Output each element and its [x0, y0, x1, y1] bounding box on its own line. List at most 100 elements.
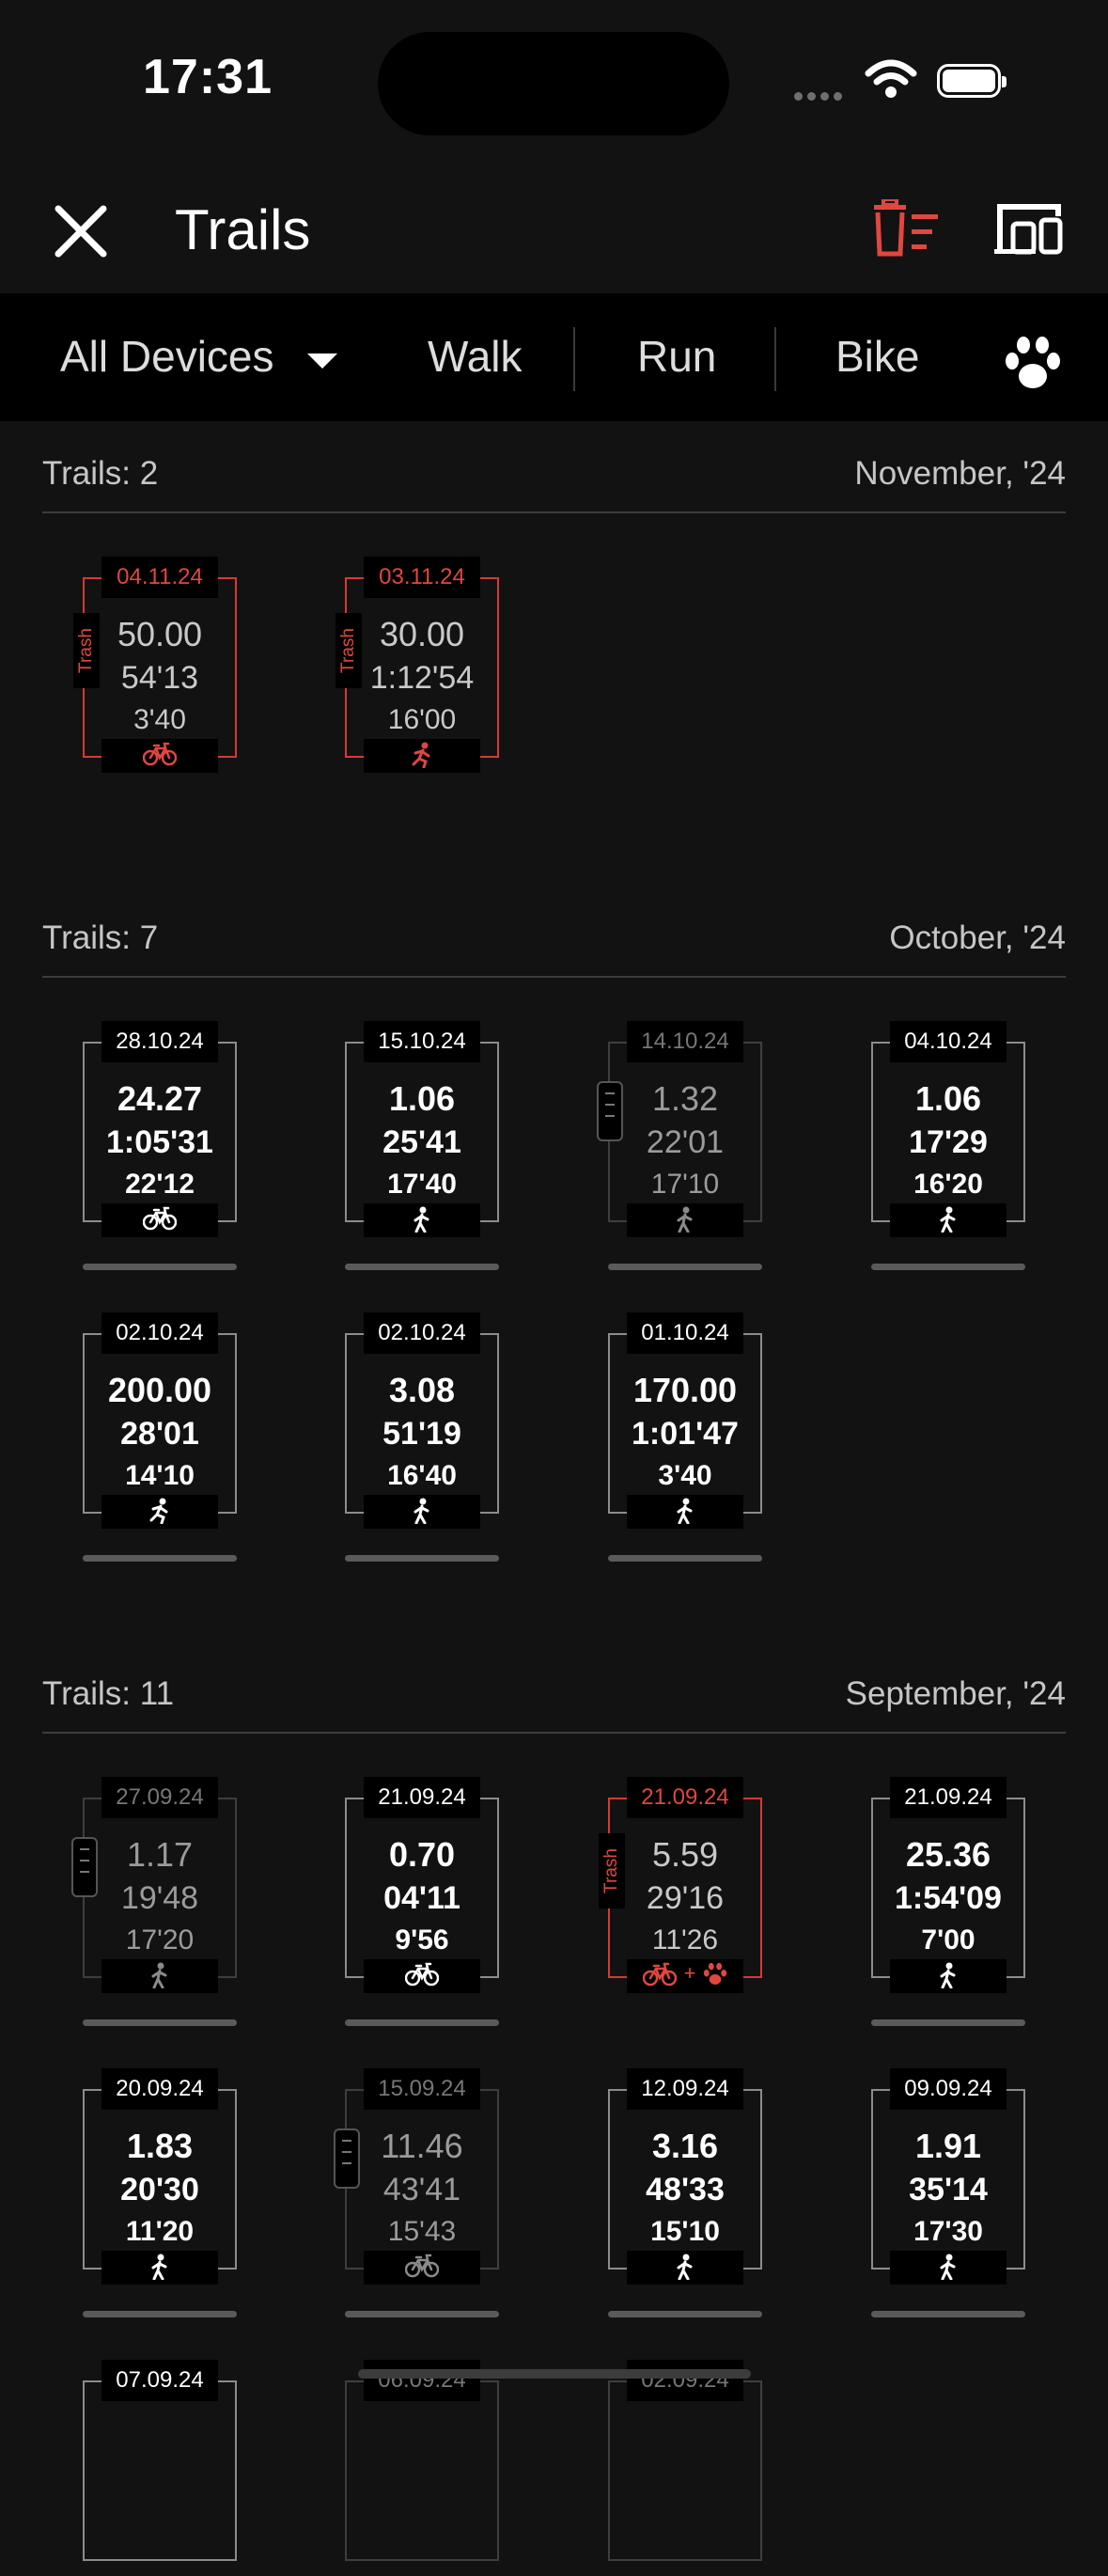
- trail-card[interactable]: 06.09.24: [345, 2360, 499, 2576]
- tab-bike[interactable]: Bike: [835, 332, 920, 381]
- tab-walk[interactable]: Walk: [428, 332, 523, 381]
- trail-date: 02.10.24: [364, 1312, 480, 1354]
- walk-icon: [890, 1203, 1007, 1237]
- trail-pace: 16'20: [913, 1169, 983, 1200]
- trail-date: 15.09.24: [364, 2068, 480, 2110]
- trail-pace: 11'26: [651, 1924, 719, 1956]
- trail-duration: 17'29: [909, 1124, 988, 1160]
- trash-filter-button[interactable]: [872, 197, 940, 258]
- trail-pace: 17'30: [913, 2216, 983, 2247]
- trail-pace: 9'56: [395, 1924, 449, 1956]
- walk-icon: [364, 1495, 480, 1529]
- page-title: Trails: [175, 198, 311, 261]
- trail-card[interactable]: 07.09.24: [83, 2360, 237, 2576]
- merge-stack-icon[interactable]: [334, 2128, 360, 2189]
- tab-divider: [774, 327, 776, 391]
- trail-card[interactable]: 27.09.24 1.17 19'48 17'20: [71, 1777, 237, 2026]
- trail-pace: 15'43: [387, 2216, 457, 2247]
- filter-bar: [0, 293, 1108, 421]
- trail-card[interactable]: 21.09.24 0.70 04'11 9'56: [345, 1777, 499, 2026]
- trail-card[interactable]: 28.10.24 24.27 1:05'31 22'12: [83, 1021, 237, 1270]
- section-count: Trails: 2: [42, 455, 159, 492]
- trail-date: 09.09.24: [890, 2068, 1007, 2110]
- trail-duration: 25'41: [382, 1124, 461, 1160]
- tab-run[interactable]: Run: [637, 332, 717, 381]
- trail-distance: 30.00: [379, 615, 465, 653]
- bike-icon: [364, 2251, 480, 2285]
- trail-distance: 3.08: [388, 1371, 456, 1409]
- trail-pace: 16'40: [387, 1460, 457, 1491]
- trail-duration: 04'11: [383, 1880, 460, 1916]
- trail-date: 21.09.24: [364, 1777, 480, 1818]
- trail-card[interactable]: 20.09.24 1.83 20'30 11'20: [83, 2068, 237, 2317]
- trail-card[interactable]: 04.11.24 50.00 54'13 3'40 Trash: [73, 557, 237, 773]
- trail-date: 14.10.24: [627, 1021, 743, 1062]
- merge-stack-icon[interactable]: [71, 1837, 98, 1897]
- trail-distance: 1.06: [388, 1079, 456, 1118]
- pet-filter-button[interactable]: [1004, 337, 1062, 391]
- trail-card[interactable]: 21.09.24 25.36 1:54'09 7'00: [871, 1777, 1025, 2026]
- run-icon: [101, 1495, 218, 1529]
- trail-distance: 3.16: [651, 2127, 719, 2165]
- trail-card[interactable]: 01.10.24 170.00 1:01'47 3'40: [608, 1312, 762, 1562]
- trail-distance: 200.00: [107, 1371, 212, 1409]
- trail-distance: 1.91: [914, 2127, 982, 2165]
- trail-card[interactable]: 02.10.24 3.08 51'19 16'40: [345, 1312, 499, 1562]
- trail-card[interactable]: 15.10.24 1.06 25'41 17'40: [345, 1021, 499, 1270]
- section-month: October, '24: [889, 919, 1066, 956]
- trail-pace: 15'10: [650, 2216, 720, 2247]
- sync-bar: [871, 2311, 1025, 2317]
- trail-card[interactable]: 15.09.24 11.46 43'41 15'43: [334, 2068, 499, 2317]
- section-divider: [42, 976, 1066, 978]
- trail-date: 21.09.24: [627, 1777, 743, 1818]
- trail-distance: 0.70: [388, 1835, 456, 1874]
- walk-icon: [890, 1959, 1007, 1993]
- merge-stack-icon[interactable]: [597, 1081, 623, 1141]
- bike-icon: [364, 1959, 480, 1993]
- trail-distance: 24.27: [117, 1079, 203, 1118]
- close-button[interactable]: [53, 203, 109, 259]
- trail-card[interactable]: 09.09.24 1.91 35'14 17'30: [871, 2068, 1025, 2317]
- trail-date: 06.09.24: [364, 2360, 480, 2401]
- trail-card[interactable]: 04.10.24 1.06 17'29 16'20: [871, 1021, 1025, 1270]
- status-time: 17:31: [143, 50, 273, 104]
- sync-bar: [83, 1264, 237, 1270]
- trail-card[interactable]: 12.09.24 3.16 48'33 15'10: [608, 2068, 762, 2317]
- trail-card[interactable]: 21.09.24 5.59 29'16 11'26 + Trash: [599, 1777, 762, 1993]
- bike-icon: [101, 739, 218, 773]
- trail-date: 02.10.24: [101, 1312, 218, 1354]
- trail-card[interactable]: 02.09.24: [608, 2360, 762, 2576]
- trail-card[interactable]: 02.10.24 200.00 28'01 14'10: [83, 1312, 237, 1562]
- trail-duration: 1:05'31: [106, 1124, 213, 1160]
- close-icon: [55, 205, 107, 258]
- trail-card[interactable]: 03.11.24 30.00 1:12'54 16'00 Trash: [336, 557, 499, 773]
- trash-list-icon: [874, 197, 938, 257]
- trail-date: 27.09.24: [101, 1777, 218, 1818]
- devices-icon: [994, 204, 1063, 255]
- card-frame: [345, 2380, 499, 2561]
- trail-pace: 7'00: [921, 1924, 975, 1956]
- trail-duration: 51'19: [382, 1416, 461, 1452]
- trail-pace: 17'20: [125, 1924, 195, 1956]
- bike-pet-icon: +: [627, 1959, 743, 1993]
- device-dropdown[interactable]: All Devices: [60, 332, 274, 381]
- sync-bar: [345, 1264, 499, 1270]
- devices-button[interactable]: [994, 203, 1064, 256]
- trail-date: 01.10.24: [627, 1312, 743, 1354]
- trail-pace: 22'12: [125, 1169, 195, 1200]
- section-divider: [42, 1732, 1066, 1734]
- dynamic-island: [378, 32, 729, 135]
- trail-date: 21.09.24: [890, 1777, 1007, 1818]
- trail-date: 03.11.24: [364, 557, 480, 598]
- trail-pace: 17'40: [387, 1169, 457, 1200]
- walk-icon: [627, 1203, 743, 1237]
- trail-duration: 48'33: [646, 2172, 725, 2207]
- trail-distance: 11.46: [381, 2127, 463, 2165]
- chevron-down-icon[interactable]: [307, 353, 337, 369]
- section-month: November, '24: [854, 455, 1066, 492]
- trail-card[interactable]: 14.10.24 1.32 22'01 17'10: [597, 1021, 762, 1270]
- cellular-signal-icon: [794, 88, 847, 105]
- trail-date: 07.09.24: [101, 2360, 218, 2401]
- trail-pace: 14'10: [125, 1460, 195, 1491]
- trail-date: 15.10.24: [364, 1021, 480, 1062]
